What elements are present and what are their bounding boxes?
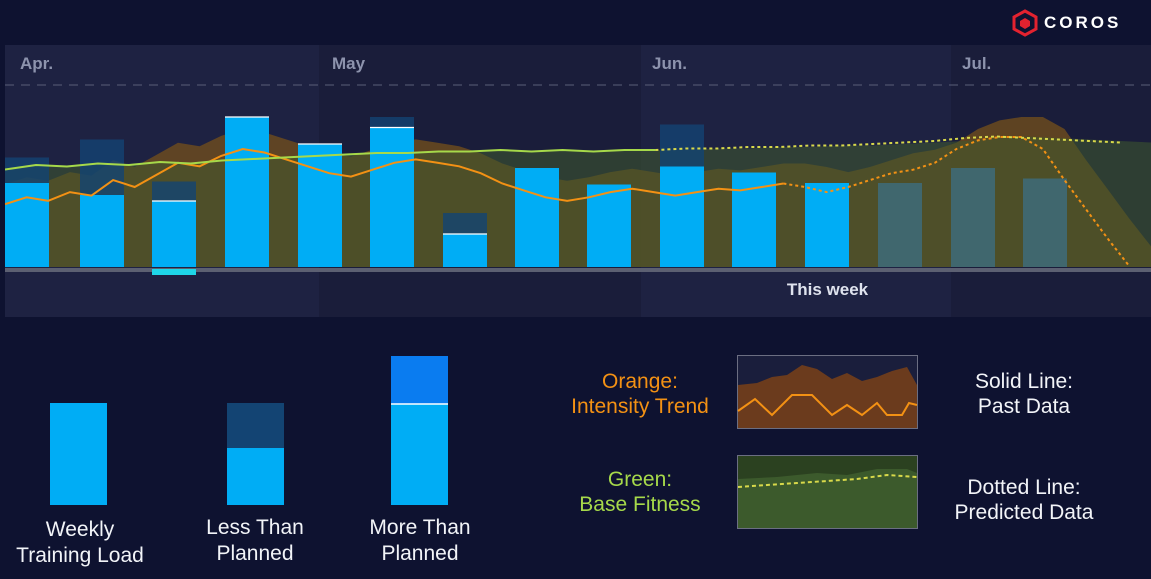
legend-bar-less-planned-actual [227,448,284,505]
legend-dotted-line: Dotted Line: Predicted Data [954,476,1094,524]
legend-solid-line: Solid Line: Past Data [974,370,1074,418]
training-load-chart [4,45,1151,317]
week-bar-0 [5,183,49,267]
legend-green-base-fitness: Green: Base Fitness [579,468,701,516]
legend-orange-intensity-trend: Orange: Intensity Trend [571,370,709,418]
bar-legend-graphics [50,356,448,505]
week-bar-4 [298,144,342,267]
week-bar-14 [1023,178,1067,267]
week-bar-6 [443,234,487,267]
week-bar-13 [951,168,995,267]
timeline-scroll-track [5,268,1151,272]
legend-weekly-training-load: Weekly Training Load [16,518,144,567]
coros-logo: COROS [1012,8,1142,38]
base-fitness-line-past [4,148,656,171]
legend-bar-less-planned-shortfall [227,403,284,448]
month-label-jul: Jul. [962,54,992,73]
week-bar-7 [515,168,559,267]
legend-base-fitness-sample [737,455,918,529]
week-bar-12 [878,183,922,267]
intensity-trend-line-past [4,147,784,206]
coros-hexagon-icon [1012,9,1038,37]
legend-bar-more-planned-actual [391,404,448,505]
training-load-chart-panel [4,45,1151,317]
month-label-apr: Apr. [20,54,54,73]
month-label-jun: Jun. [652,54,687,73]
legend-more-than-planned: More Than Planned [369,516,471,565]
brand-name: COROS [1044,13,1122,32]
legend-intensity-sample [737,355,918,429]
base-fitness-area [5,136,1151,267]
week-bar-1 [80,195,124,267]
this-week-label: This week [786,280,869,299]
week-bar-2 [152,201,196,267]
month-label-may: May [332,54,366,73]
week-bar-5 [370,127,414,267]
intensity-trend-line-predicted [783,136,1131,267]
week-bar-8 [587,184,631,267]
week-bar-11 [805,183,849,267]
selected-week-indicator [152,269,196,275]
week-bar-3 [225,117,269,267]
legend-bar-more-planned-excess [391,356,448,404]
legend-less-than-planned: Less Than Planned [206,516,304,565]
week-bar-9 [660,166,704,267]
legend-bar-weekly-load [50,403,107,505]
